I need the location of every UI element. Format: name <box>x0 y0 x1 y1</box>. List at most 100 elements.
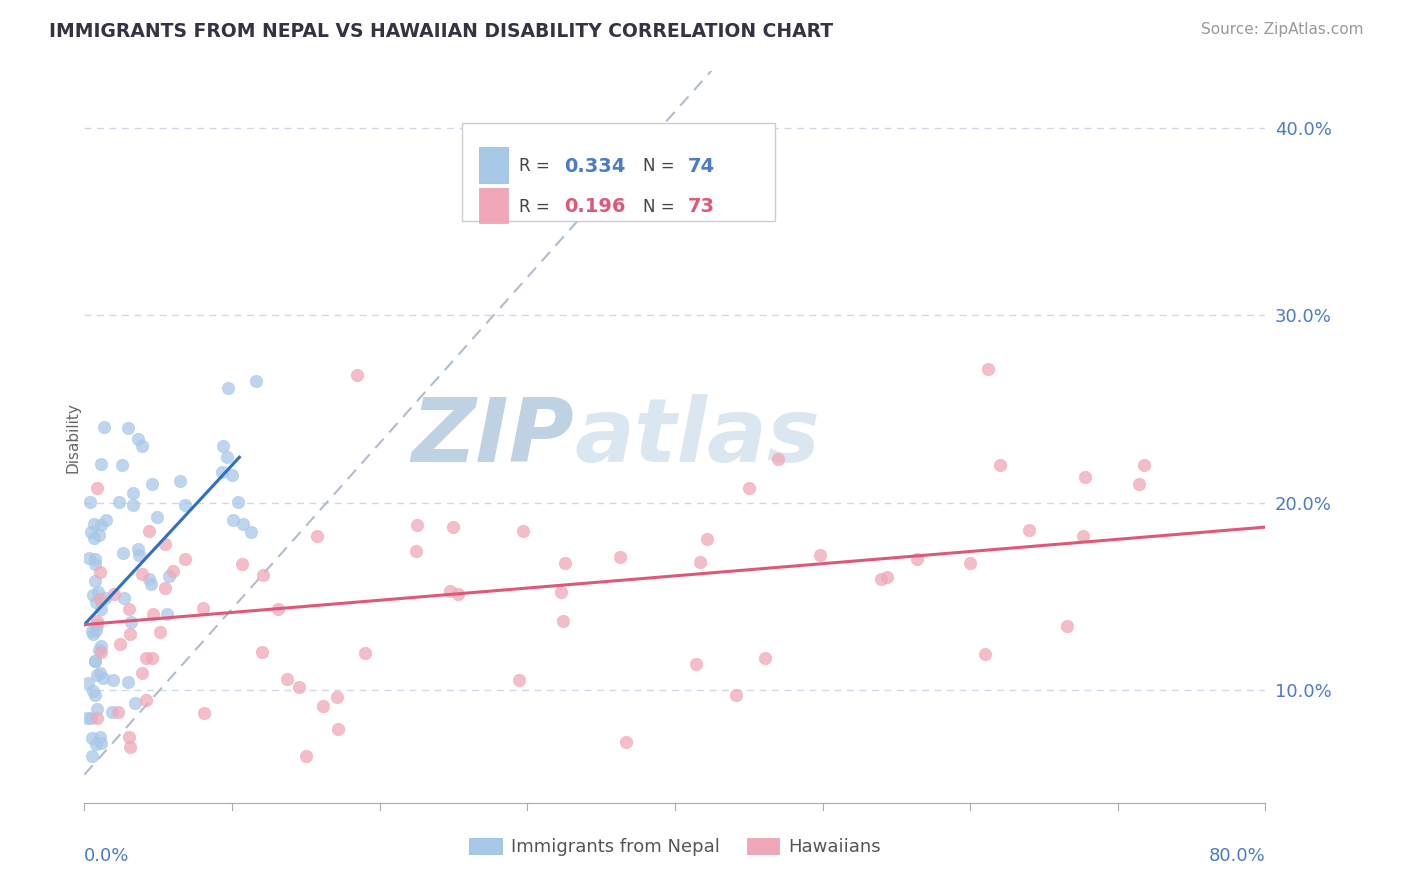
Point <box>87 527 110 541</box>
Point <box>1018 524 1040 538</box>
Point <box>232 517 254 532</box>
Point <box>508 673 530 687</box>
Point <box>79 494 101 508</box>
Point <box>108 637 131 651</box>
Point <box>94 513 117 527</box>
Point <box>685 657 707 671</box>
Point <box>89 666 111 681</box>
Point <box>93 671 115 685</box>
Text: N =: N = <box>643 158 681 176</box>
Point <box>876 570 898 584</box>
Point <box>131 440 153 454</box>
Point <box>689 555 711 569</box>
Point <box>174 551 197 566</box>
Point <box>1073 529 1095 543</box>
Point <box>82 627 104 641</box>
Point <box>141 651 163 665</box>
Text: R =: R = <box>519 158 555 176</box>
Text: 74: 74 <box>688 157 716 176</box>
Point <box>267 602 290 616</box>
Point <box>141 477 163 491</box>
Point <box>120 739 142 754</box>
Point <box>107 705 129 719</box>
Point <box>76 676 98 690</box>
Point <box>131 566 153 581</box>
Point <box>988 458 1011 472</box>
Point <box>554 556 576 570</box>
Point <box>250 645 273 659</box>
Point <box>90 645 112 659</box>
Point <box>550 585 572 599</box>
Point <box>83 552 105 566</box>
Point <box>89 591 111 606</box>
Point <box>86 711 108 725</box>
Point <box>90 639 112 653</box>
Point <box>84 623 107 637</box>
Point <box>82 684 104 698</box>
Point <box>93 420 115 434</box>
Point <box>118 602 141 616</box>
Point <box>135 692 157 706</box>
Point <box>217 381 239 395</box>
Point <box>738 481 761 495</box>
Point <box>141 577 163 591</box>
Point <box>89 565 111 579</box>
Point <box>169 474 191 488</box>
Point <box>447 587 470 601</box>
Bar <box>479 147 509 183</box>
Point <box>155 537 177 551</box>
Point <box>211 465 233 479</box>
Point <box>84 595 107 609</box>
Point <box>127 432 149 446</box>
Point <box>1128 477 1150 491</box>
Point <box>83 689 105 703</box>
Text: N =: N = <box>643 198 681 216</box>
Point <box>86 615 108 629</box>
Point <box>295 748 318 763</box>
Text: 0.0%: 0.0% <box>84 847 129 864</box>
Point <box>80 748 103 763</box>
Point <box>346 368 368 383</box>
Point <box>86 668 108 682</box>
Bar <box>479 187 509 223</box>
Point <box>808 548 831 562</box>
Point <box>551 614 574 628</box>
Point <box>1133 458 1156 473</box>
Point <box>312 698 335 713</box>
Point <box>245 374 267 388</box>
Point <box>1073 470 1095 484</box>
Point <box>439 584 461 599</box>
Point <box>153 581 176 595</box>
Point <box>83 517 105 532</box>
Point <box>212 440 235 454</box>
Point <box>90 457 112 471</box>
Bar <box>463 122 775 221</box>
Point <box>174 498 197 512</box>
Point <box>79 711 101 725</box>
Point <box>122 498 145 512</box>
Point <box>89 730 111 744</box>
Point <box>512 524 534 538</box>
Point <box>127 542 149 557</box>
Point <box>905 551 928 566</box>
Point <box>162 564 184 578</box>
Text: 80.0%: 80.0% <box>1209 847 1265 864</box>
Point <box>406 517 429 532</box>
Text: IMMIGRANTS FROM NEPAL VS HAWAIIAN DISABILITY CORRELATION CHART: IMMIGRANTS FROM NEPAL VS HAWAIIAN DISABI… <box>49 22 834 41</box>
Text: 0.196: 0.196 <box>564 197 626 216</box>
Point <box>973 647 995 661</box>
Point <box>84 738 107 752</box>
Point <box>83 654 105 668</box>
Point <box>122 486 145 500</box>
Point <box>156 607 179 621</box>
Legend: Immigrants from Nepal, Hawaiians: Immigrants from Nepal, Hawaiians <box>461 830 889 863</box>
Text: 0.334: 0.334 <box>564 157 626 176</box>
Point <box>80 624 103 638</box>
Point <box>193 706 215 721</box>
Point <box>696 532 718 546</box>
Point <box>231 558 253 572</box>
Point <box>82 731 104 745</box>
Text: 73: 73 <box>688 197 714 216</box>
Point <box>353 646 375 660</box>
Point <box>191 601 214 615</box>
